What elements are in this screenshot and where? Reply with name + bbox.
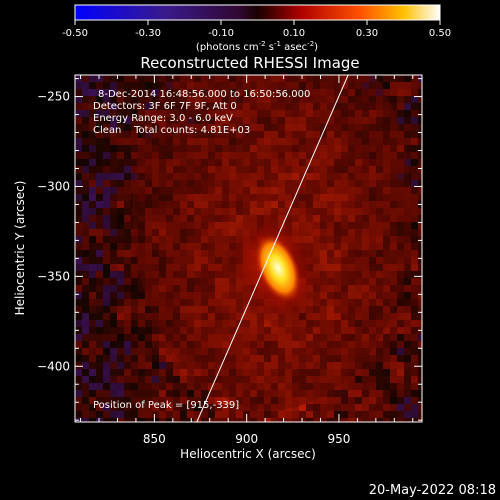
colorbar-ticks: -0.50 -0.30 -0.10 0.10 0.30 0.50 xyxy=(62,20,451,39)
heatmap-image xyxy=(75,75,422,422)
time-range-text: 8-Dec-2014 16:48:56.000 to 16:50:56.000 xyxy=(98,89,310,100)
energy-range-text: Energy Range: 3.0 - 6.0 keV xyxy=(93,113,233,124)
x-tick-label: 900 xyxy=(235,432,258,446)
x-tick-label: 950 xyxy=(327,432,350,446)
y-axis-label: Heliocentric Y (arcsec) xyxy=(13,181,27,316)
peak-position-text: Position of Peak = [915,-339] xyxy=(93,400,239,411)
colorbar-tick-label: -0.50 xyxy=(62,28,88,39)
colorbar xyxy=(74,4,441,21)
y-tick-label: −350 xyxy=(37,269,70,283)
clean-counts-text: Clean Total counts: 4.81E+03 xyxy=(93,125,250,136)
detectors-text: Detectors: 3F 6F 7F 9F, Att 0 xyxy=(93,101,237,112)
solar-limb-line xyxy=(196,74,349,423)
colorbar-tick-label: 0.30 xyxy=(356,28,378,39)
colorbar-tick-label: -0.10 xyxy=(208,28,234,39)
chart-title: Reconstructed RHESSI Image xyxy=(140,54,359,72)
y-tick-label: −300 xyxy=(37,179,70,193)
colorbar-tick-label: 0.50 xyxy=(429,28,451,39)
x-tick-label: 850 xyxy=(143,432,166,446)
colorbar-tick-label: 0.10 xyxy=(283,28,305,39)
footer-date: 20-May-2022 08:18 xyxy=(369,483,496,498)
plot-frame xyxy=(74,74,423,423)
y-tick-label: −250 xyxy=(37,90,70,104)
colorbar-unit-label: (photons cm-2 s-1 asec-2) xyxy=(196,40,318,53)
x-axis-ticks: 850 900 950 xyxy=(80,75,414,446)
y-axis-ticks: −250 −300 −350 −400 xyxy=(37,78,422,421)
colorbar-tick-label: -0.30 xyxy=(135,28,161,39)
flare-source xyxy=(255,233,301,303)
y-tick-label: −400 xyxy=(37,359,70,373)
x-axis-label: Heliocentric X (arcsec) xyxy=(180,447,316,461)
